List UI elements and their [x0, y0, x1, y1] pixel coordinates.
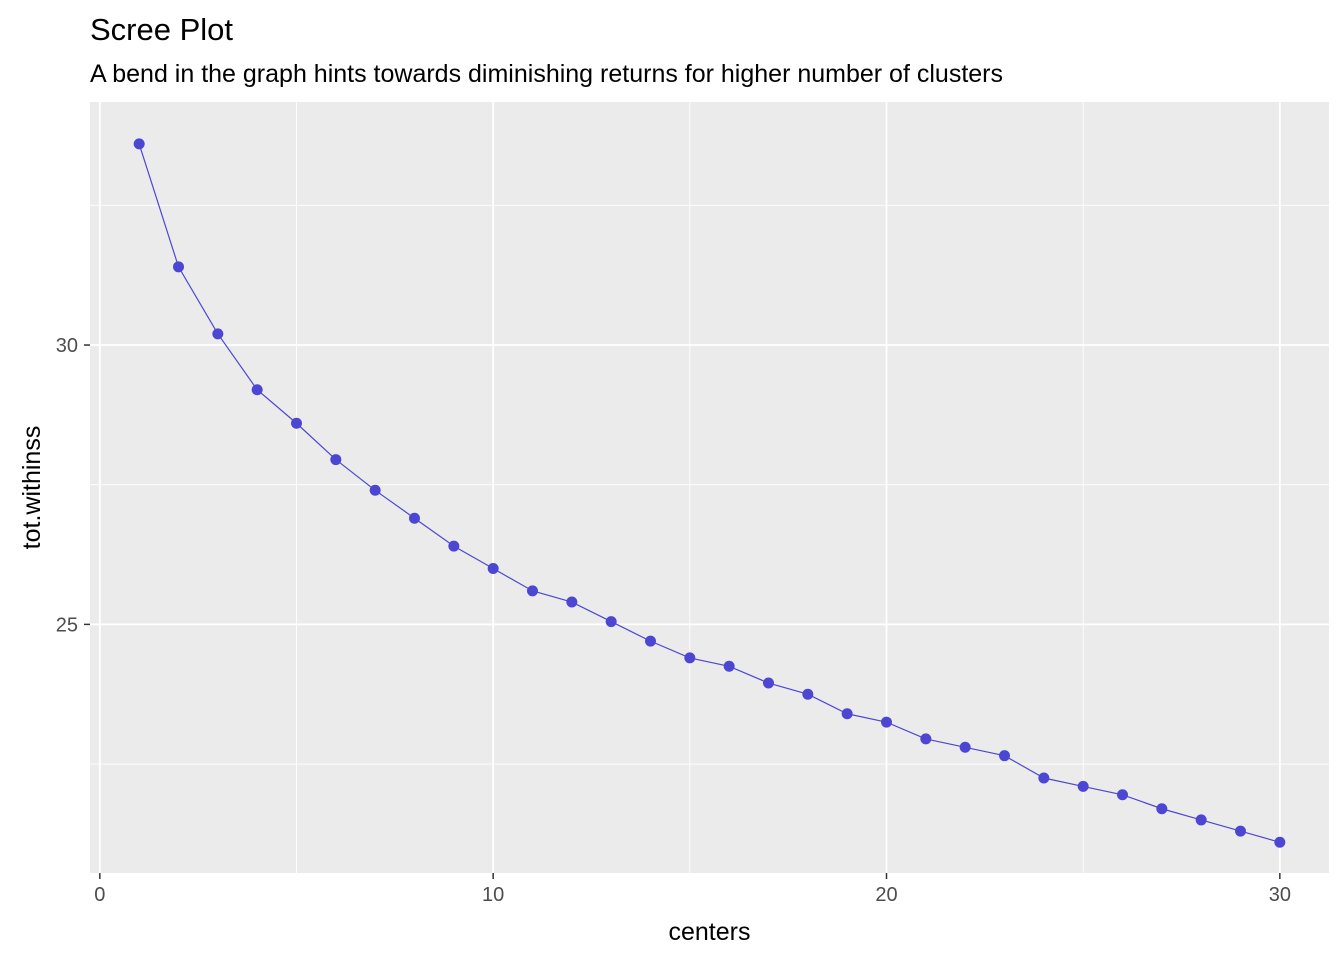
series-line: [138, 143, 1280, 843]
x-tick-label: 10: [482, 884, 504, 906]
data-point: [684, 652, 696, 664]
data-point: [802, 688, 814, 700]
x-tick-label: 30: [1269, 884, 1291, 906]
data-point: [1156, 803, 1168, 815]
data-point: [1235, 825, 1246, 837]
data-point: [1117, 789, 1128, 801]
y-tick-label: 25: [56, 614, 78, 636]
data-point: [920, 733, 932, 745]
minor-gridlines: [90, 102, 1329, 873]
major-gridlines: [90, 102, 1329, 873]
data-point: [959, 741, 971, 753]
x-axis-title: centers: [669, 918, 751, 946]
chart-title: Scree Plot: [90, 12, 234, 47]
data-point: [212, 328, 224, 340]
data-point: [133, 138, 145, 150]
data-point: [1038, 772, 1050, 784]
data-point: [1077, 780, 1089, 792]
data-point: [448, 540, 460, 552]
data-point: [1274, 836, 1286, 848]
data-point: [487, 563, 499, 575]
chart-subtitle: A bend in the graph hints towards dimini…: [90, 60, 1003, 88]
data-point: [409, 512, 420, 524]
data-point: [291, 417, 302, 429]
data-point: [645, 635, 656, 647]
data-point: [251, 384, 263, 396]
data-point: [605, 616, 617, 628]
data-point: [173, 261, 184, 273]
data-point: [881, 716, 892, 728]
series-layer: [133, 138, 1286, 848]
y-axis-title: tot.withinss: [18, 426, 46, 550]
data-point: [369, 484, 381, 496]
data-point: [330, 454, 342, 466]
data-point: [763, 677, 774, 689]
y-tick-label: 30: [56, 335, 78, 357]
data-point: [566, 596, 578, 608]
data-point: [841, 708, 853, 720]
plot-panel: [90, 102, 1329, 873]
data-point: [999, 750, 1010, 762]
x-tick-label: 20: [875, 884, 897, 906]
data-point: [1195, 814, 1207, 826]
data-point: [723, 660, 735, 672]
data-point: [527, 585, 538, 597]
axes-layer: 0 10 20 30 25 30: [56, 335, 1291, 906]
x-tick-label: 0: [94, 884, 105, 906]
